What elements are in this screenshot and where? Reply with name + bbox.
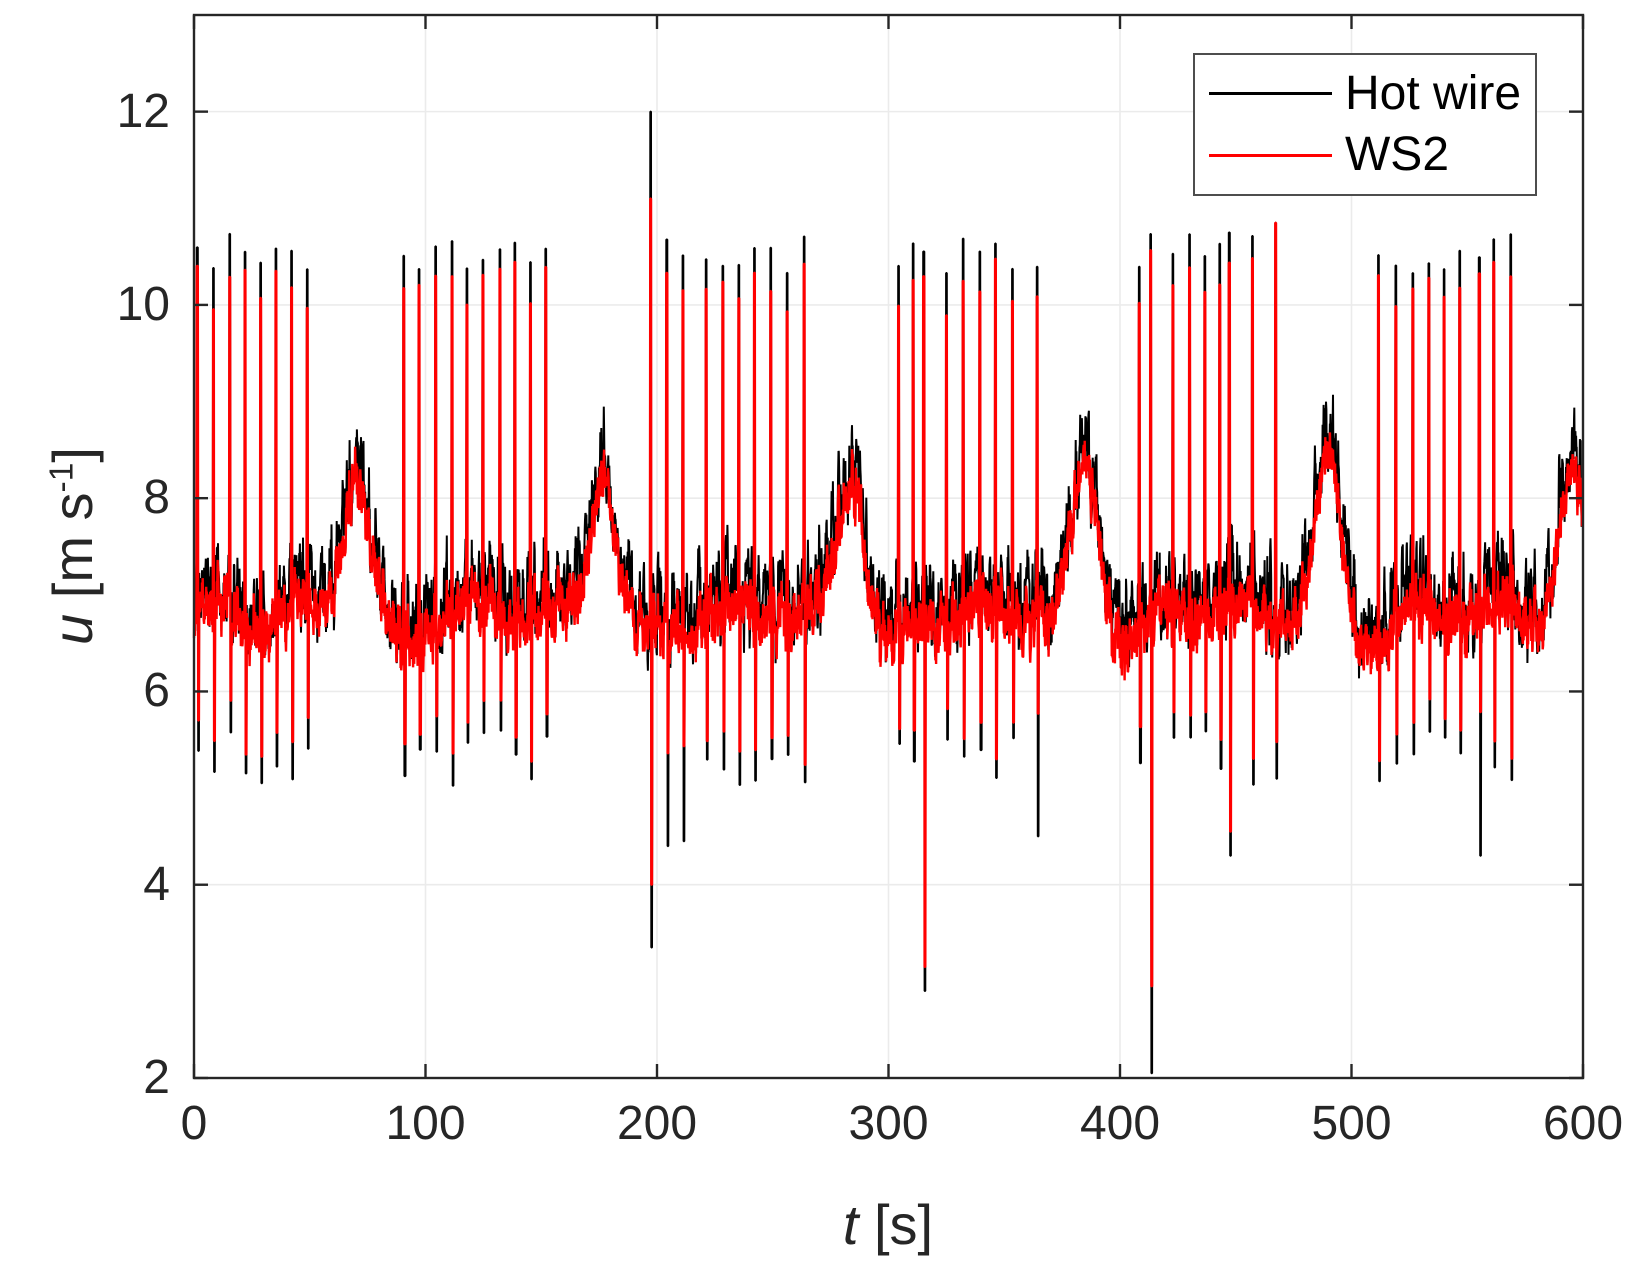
data-series	[192, 110, 1584, 1075]
x-axis-unit: [s]	[858, 1193, 934, 1256]
y-tick-label: 12	[116, 84, 170, 138]
y-axis-unit-close: ]	[41, 447, 104, 463]
legend-label: WS2	[1345, 128, 1450, 182]
x-tick-label: 600	[1542, 1097, 1624, 1150]
axes-box-and-ticks	[192, 13, 1585, 1080]
legend-label: Hot wire	[1345, 66, 1522, 120]
y-tick-label: 8	[143, 471, 170, 525]
x-axis-label: t [s]	[688, 1192, 1088, 1256]
x-tick-label: 300	[848, 1097, 929, 1150]
y-axis-unit: [m s	[41, 492, 104, 614]
legend-line-sample	[1209, 153, 1332, 157]
y-tick-label: 10	[116, 277, 170, 331]
legend-line-sample	[1209, 92, 1332, 96]
legend: Hot wire WS2	[1193, 53, 1537, 196]
y-axis-label: u [m s-1]	[40, 326, 104, 766]
x-tick-label: 500	[1311, 1097, 1392, 1150]
x-tick-label: 200	[616, 1097, 698, 1150]
legend-entry-ws2: WS2	[1195, 128, 1535, 182]
legend-entry-hot-wire: Hot wire	[1195, 66, 1535, 120]
y-tick-label: 4	[143, 857, 170, 911]
y-axis-unit-exponent: -1	[43, 462, 81, 493]
x-tick-label: 400	[1079, 1097, 1161, 1150]
y-tick-label: 6	[143, 664, 170, 718]
y-axis-symbol: u	[41, 613, 104, 645]
x-tick-label: 100	[385, 1097, 466, 1150]
series-ws2	[192, 197, 1584, 988]
x-axis-symbol: t	[842, 1193, 859, 1256]
y-tick-label: 2	[143, 1051, 170, 1104]
x-tick-label: 0	[180, 1097, 208, 1150]
